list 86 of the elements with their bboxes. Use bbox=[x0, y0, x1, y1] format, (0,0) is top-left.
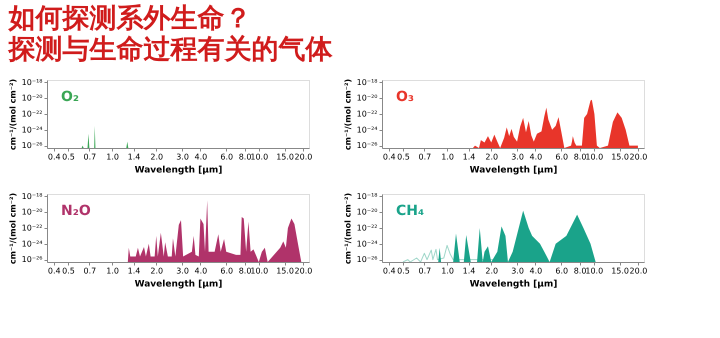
x-tick-label: 20.0 bbox=[630, 266, 648, 276]
x-tick-label: 15.0 bbox=[611, 266, 630, 276]
x-tick-label: 8.0 bbox=[238, 152, 252, 162]
x-tick-label: 3.0 bbox=[176, 266, 189, 276]
y-tick-label: 10⁻¹⁸ bbox=[356, 78, 378, 87]
x-tick-label: 6.0 bbox=[220, 266, 234, 276]
x-tick-label: 1.4 bbox=[128, 266, 140, 276]
y-tick-label: 10⁻²⁶ bbox=[356, 141, 378, 150]
x-tick-label: 8.0 bbox=[574, 266, 586, 276]
x-tick-label: 8.0 bbox=[238, 266, 252, 276]
y-tick-label: 10⁻¹⁸ bbox=[356, 192, 378, 201]
x-tick-label: 2.0 bbox=[150, 266, 164, 276]
x-tick-label: 1.4 bbox=[128, 152, 140, 162]
text: O₃ bbox=[396, 89, 414, 105]
x-tick-label: 15.0 bbox=[276, 266, 294, 276]
y-tick-label: 10⁻²⁴ bbox=[356, 125, 378, 134]
series-label: O₂ bbox=[61, 89, 80, 105]
y-tick-label: 10⁻¹⁸ bbox=[22, 192, 42, 201]
y-tick-label: 10⁻¹⁸ bbox=[22, 78, 42, 87]
x-tick-label: 2.0 bbox=[485, 152, 498, 162]
x-tick-label: 0.5 bbox=[62, 152, 75, 162]
x-tick-label: 10.0 bbox=[585, 266, 604, 276]
x-tick-label: 1.0 bbox=[441, 266, 454, 276]
y-axis-title: cm⁻¹/(mol cm⁻²) bbox=[8, 78, 18, 150]
x-tick-label: 15.0 bbox=[276, 152, 294, 162]
x-tick-label: 0.7 bbox=[83, 266, 96, 276]
x-tick-label: 4.0 bbox=[194, 266, 208, 276]
y-axis-title: cm⁻¹/(mol cm⁻²) bbox=[344, 78, 353, 150]
y-axis-title: cm⁻¹/(mol cm⁻²) bbox=[344, 192, 353, 264]
x-tick-label: 1.0 bbox=[106, 266, 119, 276]
x-tick-label: 0.7 bbox=[83, 152, 96, 162]
x-tick-label: 0.4 bbox=[382, 152, 396, 162]
y-tick-label: 10⁻²⁶ bbox=[356, 255, 378, 264]
x-axis-title: Wavelength [μm] bbox=[470, 166, 558, 176]
x-tick-label: 0.5 bbox=[62, 266, 75, 276]
y-tick-label: 10⁻²² bbox=[356, 110, 378, 118]
x-tick-label: 3.0 bbox=[176, 152, 189, 162]
x-tick-label: 4.0 bbox=[194, 152, 208, 162]
chart-subtitle: 探测与生命过程有关的气体 bbox=[8, 34, 334, 65]
x-tick-label: 0.5 bbox=[397, 152, 410, 162]
y-tick-label: 10⁻²⁰ bbox=[22, 94, 42, 103]
x-tick-label: 0.5 bbox=[397, 266, 410, 276]
y-tick-label: 10⁻²⁰ bbox=[22, 208, 42, 217]
x-tick-label: 20.0 bbox=[294, 266, 312, 276]
text: N₂O bbox=[61, 203, 91, 219]
x-tick-label: 8.0 bbox=[574, 152, 586, 162]
x-tick-label: 0.7 bbox=[418, 266, 432, 276]
x-tick-label: 0.7 bbox=[418, 152, 432, 162]
x-tick-label: 2.0 bbox=[150, 152, 164, 162]
y-tick-label: 10⁻²² bbox=[22, 110, 42, 118]
x-tick-label: 0.4 bbox=[48, 266, 61, 276]
x-tick-label: 0.4 bbox=[382, 266, 396, 276]
y-tick-label: 10⁻²² bbox=[22, 224, 42, 232]
x-axis-title: Wavelength [μm] bbox=[134, 280, 222, 290]
x-tick-label: 15.0 bbox=[611, 152, 630, 162]
y-tick-label: 10⁻²⁰ bbox=[356, 94, 378, 103]
y-tick-label: 10⁻²² bbox=[356, 224, 378, 232]
x-tick-label: 1.4 bbox=[462, 152, 476, 162]
y-tick-label: 10⁻²⁴ bbox=[356, 239, 378, 248]
x-tick-label: 1.0 bbox=[441, 152, 454, 162]
y-tick-label: 10⁻²⁴ bbox=[22, 125, 42, 134]
y-tick-label: 10⁻²⁶ bbox=[22, 141, 42, 150]
x-tick-label: 4.0 bbox=[530, 266, 542, 276]
x-axis-title: Wavelength [μm] bbox=[134, 166, 222, 176]
y-tick-label: 10⁻²⁰ bbox=[356, 208, 378, 217]
x-tick-label: 3.0 bbox=[511, 152, 524, 162]
x-tick-label: 20.0 bbox=[630, 152, 648, 162]
x-tick-label: 20.0 bbox=[294, 152, 312, 162]
x-tick-label: 10.0 bbox=[250, 266, 268, 276]
x-tick-label: 2.0 bbox=[485, 266, 498, 276]
x-tick-label: 6.0 bbox=[555, 266, 568, 276]
x-tick-label: 0.4 bbox=[48, 152, 61, 162]
y-tick-label: 10⁻²⁴ bbox=[22, 239, 42, 248]
x-tick-label: 1.0 bbox=[106, 152, 119, 162]
x-tick-label: 10.0 bbox=[250, 152, 268, 162]
x-tick-label: 4.0 bbox=[530, 152, 542, 162]
y-axis-title: cm⁻¹/(mol cm⁻²) bbox=[8, 192, 18, 264]
x-tick-label: 10.0 bbox=[585, 152, 604, 162]
x-tick-label: 6.0 bbox=[220, 152, 234, 162]
text: CH₄ bbox=[396, 203, 424, 219]
x-axis-title: Wavelength [μm] bbox=[470, 280, 558, 290]
chart-title: 如何探测系外生命？ bbox=[8, 2, 252, 34]
y-tick-label: 10⁻²⁶ bbox=[22, 255, 42, 264]
x-tick-label: 6.0 bbox=[555, 152, 568, 162]
x-tick-label: 3.0 bbox=[511, 266, 524, 276]
x-tick-label: 1.4 bbox=[462, 266, 476, 276]
